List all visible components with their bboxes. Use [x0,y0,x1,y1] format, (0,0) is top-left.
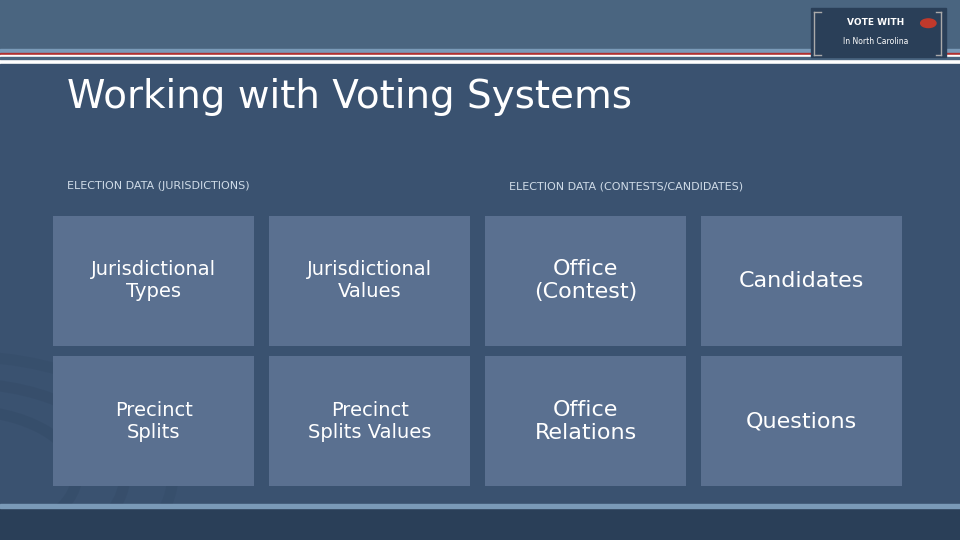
Bar [0,49,960,57]
FancyBboxPatch shape [269,356,470,486]
FancyBboxPatch shape [53,216,254,346]
FancyBboxPatch shape [269,216,470,346]
Bar [0,57,960,60]
Bar [0,0,960,49]
FancyBboxPatch shape [53,356,254,486]
FancyBboxPatch shape [701,356,902,486]
Bar [0,64,960,68]
FancyBboxPatch shape [701,216,902,346]
Circle shape [921,19,936,28]
Text: ELECTION DATA (JURISDICTIONS): ELECTION DATA (JURISDICTIONS) [67,181,250,191]
Text: Office
Relations: Office Relations [535,400,636,443]
Text: Working with Voting Systems: Working with Voting Systems [67,78,633,116]
Text: Jurisdictional
Values: Jurisdictional Values [307,260,432,301]
Text: In North Carolina: In North Carolina [843,37,908,45]
Bar [0,57,960,59]
Text: VOTE WITH: VOTE WITH [847,18,904,27]
Bar [0,60,960,64]
Bar [0,504,960,508]
Bar [0,55,960,57]
Text: ELECTION DATA (CONTESTS/CANDIDATES): ELECTION DATA (CONTESTS/CANDIDATES) [509,181,743,191]
Bar [0,0,960,49]
Text: Office
(Contest): Office (Contest) [534,259,637,302]
Text: Questions: Questions [746,411,857,431]
FancyBboxPatch shape [485,216,686,346]
Bar [0,49,960,53]
Text: Jurisdictional
Types: Jurisdictional Types [91,260,216,301]
Bar [0,508,960,540]
Bar [0,53,960,55]
FancyBboxPatch shape [811,8,946,57]
Text: Precinct
Splits: Precinct Splits [114,401,193,442]
Text: Candidates: Candidates [739,271,864,291]
Text: Precinct
Splits Values: Precinct Splits Values [308,401,431,442]
FancyBboxPatch shape [485,356,686,486]
